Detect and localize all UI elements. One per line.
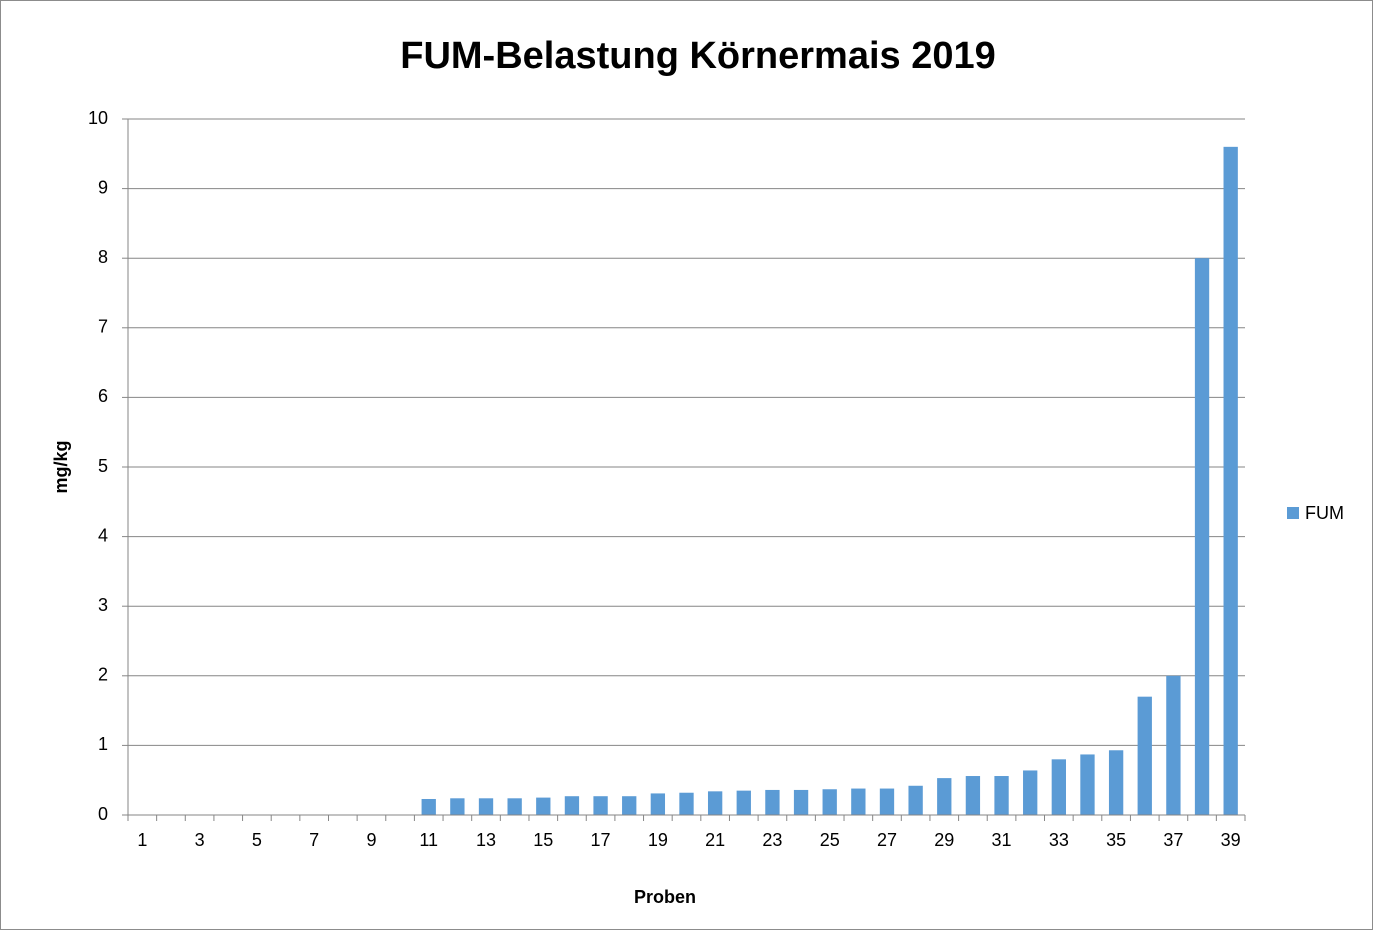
y-tick-label: 10 [88, 108, 108, 128]
x-tick-label: 5 [252, 830, 262, 850]
x-tick-label: 7 [309, 830, 319, 850]
x-tick-label: 11 [419, 830, 438, 850]
bar [564, 796, 580, 815]
bar [650, 793, 666, 815]
x-tick-label: 9 [366, 830, 376, 850]
bar [593, 796, 608, 815]
bar [1108, 750, 1124, 815]
bar [478, 798, 494, 815]
y-tick-label: 6 [98, 386, 108, 406]
bar [1137, 696, 1152, 815]
y-tick-label: 8 [98, 247, 108, 267]
bar [450, 798, 465, 815]
y-tick-label: 1 [98, 734, 108, 754]
y-tick-label: 2 [98, 665, 108, 685]
x-tick-label: 25 [820, 830, 840, 850]
x-tick-label: 1 [137, 830, 147, 850]
bar [707, 791, 723, 815]
bar [879, 788, 895, 815]
bar [1194, 258, 1210, 815]
x-tick-label: 29 [934, 830, 954, 850]
bar [1223, 146, 1238, 816]
bar [937, 778, 952, 815]
bar [822, 789, 837, 815]
bar [793, 789, 809, 815]
x-tick-label: 3 [195, 830, 205, 850]
x-tick-label: 13 [476, 830, 496, 850]
bar [908, 785, 923, 815]
x-tick-label: 21 [705, 830, 725, 850]
bar [994, 776, 1009, 815]
x-axis-label: Proben [634, 887, 696, 907]
bar [736, 790, 751, 815]
y-tick-label: 7 [98, 317, 108, 337]
bar [1051, 759, 1066, 815]
x-tick-label: 27 [877, 830, 897, 850]
legend-swatch [1287, 507, 1299, 519]
y-tick-label: 4 [98, 525, 108, 545]
x-tick-label: 17 [591, 830, 611, 850]
bar [1023, 770, 1038, 815]
bar [851, 788, 866, 815]
x-tick-label: 31 [992, 830, 1012, 850]
bar [622, 796, 637, 815]
x-tick-label: 23 [762, 830, 782, 850]
chart-title: FUM-Belastung Körnermais 2019 [400, 35, 996, 77]
bar [765, 789, 780, 815]
legend-label: FUM [1305, 503, 1344, 523]
bar [421, 798, 436, 815]
y-tick-label: 3 [98, 595, 108, 615]
x-tick-label: 15 [533, 830, 553, 850]
y-tick-label: 9 [98, 177, 108, 197]
y-tick-label: 0 [98, 804, 108, 824]
bar [536, 797, 551, 815]
bar [965, 776, 981, 815]
x-tick-label: 33 [1049, 830, 1069, 850]
y-tick-label: 5 [98, 456, 108, 476]
bar [1166, 675, 1181, 815]
x-tick-label: 37 [1163, 830, 1183, 850]
x-tick-label: 35 [1106, 830, 1126, 850]
x-tick-label: 39 [1221, 830, 1241, 850]
x-tick-label: 19 [648, 830, 668, 850]
bar [679, 792, 694, 815]
bar [507, 798, 522, 815]
y-axis-label: mg/kg [51, 440, 71, 493]
bar [1080, 754, 1095, 815]
